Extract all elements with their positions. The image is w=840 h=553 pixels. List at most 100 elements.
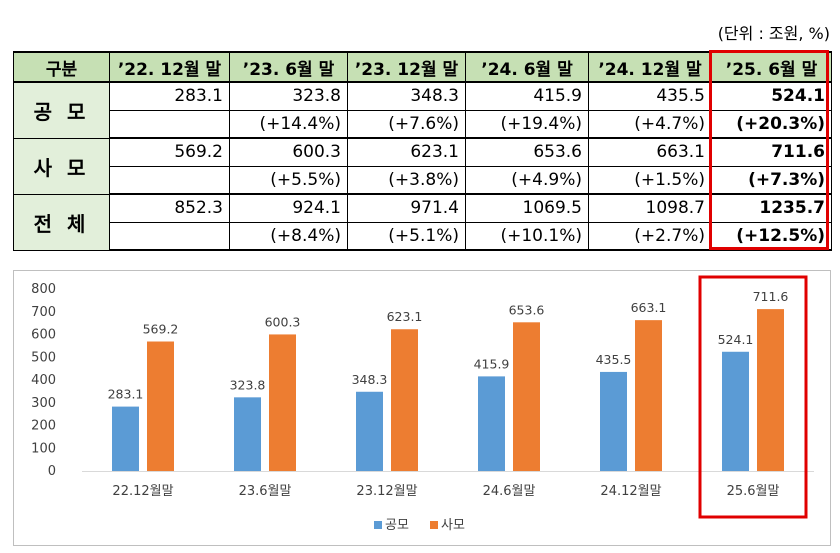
- header-cell: ’22. 12월 말: [109, 51, 230, 83]
- value-cell: 415.9: [465, 81, 589, 111]
- table-row: 공 모 283.1 323.8 348.3 415.9 435.5 524.1: [13, 81, 832, 139]
- table-row: (+5.5%) (+3.8%) (+4.9%) (+1.5%) (+7.3%): [14, 165, 832, 195]
- data-label: 711.6: [753, 289, 789, 304]
- x-tick-label: 25.6월말: [727, 484, 780, 499]
- y-tick-label: 700: [31, 305, 56, 320]
- value-cell: 283.1: [109, 81, 230, 111]
- bar: [600, 371, 627, 471]
- bar: [391, 329, 418, 471]
- row-label: 전 체: [13, 193, 110, 251]
- value-cell: 1098.7: [588, 193, 712, 223]
- chart-frame: 0 100 200 300 400 500 600 700 800 283.1 569.2 22.12…: [13, 270, 831, 546]
- y-tick-label: 100: [31, 441, 56, 456]
- table-row: (+14.4%) (+7.6%) (+19.4%) (+4.7%) (+20.3%): [14, 109, 832, 139]
- bar: [757, 309, 784, 471]
- x-tick-label: 24.6월말: [483, 484, 536, 499]
- y-tick-label: 800: [31, 282, 56, 297]
- change-cell: (+5.1%): [347, 221, 466, 251]
- row-label: 공 모: [13, 81, 110, 139]
- data-label: 415.9: [474, 356, 510, 371]
- value-cell: 971.4: [347, 193, 466, 223]
- change-cell: (+7.6%): [347, 109, 466, 139]
- x-tick-label: 24.12월말: [600, 484, 661, 499]
- x-tick-label: 23.6월말: [239, 484, 292, 499]
- data-label: 435.5: [596, 352, 632, 367]
- table-row: 전 체 852.3 924.1 971.4 1069.5 1098.7 1235.7: [13, 193, 832, 251]
- value-cell: 924.1: [229, 193, 348, 223]
- header-cell: ’24. 12월 말: [588, 51, 712, 83]
- unit-note: (단위 : 조원, %): [717, 24, 830, 43]
- y-tick-label: 400: [31, 373, 56, 388]
- data-table: 구분 ’22. 12월 말 ’23. 6월 말 ’23. 12월 말 ’24. …: [13, 51, 832, 251]
- bar: [513, 322, 540, 471]
- chart-highlight-box: [698, 275, 808, 519]
- value-cell: 323.8: [229, 81, 348, 111]
- change-cell: (+1.5%): [588, 165, 712, 195]
- table-row: (+8.4%) (+5.1%) (+10.1%) (+2.7%) (+12.5%): [14, 221, 832, 251]
- y-tick-label: 500: [31, 350, 56, 365]
- change-cell: (+10.1%): [465, 221, 589, 251]
- change-cell: [109, 109, 230, 139]
- value-cell: 1069.5: [465, 193, 589, 223]
- header-cell: ’25. 6월 말: [711, 51, 832, 83]
- data-label: 569.2: [143, 322, 179, 337]
- data-label: 524.1: [718, 332, 754, 347]
- change-cell: (+2.7%): [588, 221, 712, 251]
- y-tick-label: 0: [48, 464, 56, 479]
- table-row: 사 모 569.2 600.3 623.1 653.6 663.1 711.6: [13, 137, 832, 195]
- data-label: 323.8: [230, 377, 266, 392]
- change-cell: (+14.4%): [229, 109, 348, 139]
- change-cell: (+19.4%): [465, 109, 589, 139]
- value-cell: 1235.7: [711, 193, 832, 223]
- value-cell: 600.3: [229, 137, 348, 167]
- change-cell: (+3.8%): [347, 165, 466, 195]
- y-tick-label: 300: [31, 396, 56, 411]
- legend-swatch: [374, 521, 382, 529]
- header-cell: ’23. 12월 말: [347, 51, 466, 83]
- legend-swatch: [430, 521, 438, 529]
- change-cell: (+20.3%): [711, 109, 832, 139]
- legend-label: 공모: [385, 518, 409, 533]
- x-tick-label: 22.12월말: [112, 484, 173, 499]
- bar: [356, 391, 383, 471]
- row-label: 사 모: [13, 137, 110, 195]
- change-cell: (+7.3%): [711, 165, 832, 195]
- bar: [478, 376, 505, 471]
- change-cell: (+12.5%): [711, 221, 832, 251]
- value-cell: 663.1: [588, 137, 712, 167]
- data-label: 623.1: [387, 309, 423, 324]
- legend-label: 사모: [441, 518, 465, 533]
- data-label: 283.1: [108, 387, 144, 402]
- value-cell: 711.6: [711, 137, 832, 167]
- x-tick-label: 23.12월말: [356, 484, 417, 499]
- change-cell: (+4.7%): [588, 109, 712, 139]
- data-label: 663.1: [631, 300, 667, 315]
- header-cell: ’24. 6월 말: [465, 51, 589, 83]
- data-label: 653.6: [509, 302, 545, 317]
- bar: [269, 334, 296, 471]
- bar: [234, 397, 261, 471]
- y-tick-label: 200: [31, 419, 56, 434]
- value-cell: 524.1: [711, 81, 832, 111]
- bar: [635, 320, 662, 471]
- value-cell: 653.6: [465, 137, 589, 167]
- bar: [722, 351, 749, 471]
- value-cell: 569.2: [109, 137, 230, 167]
- change-cell: (+8.4%): [229, 221, 348, 251]
- data-label: 348.3: [352, 372, 388, 387]
- table-header-row: 구분 ’22. 12월 말 ’23. 6월 말 ’23. 12월 말 ’24. …: [13, 51, 832, 83]
- header-cell: ’23. 6월 말: [229, 51, 348, 83]
- data-label: 600.3: [265, 314, 301, 329]
- change-cell: [109, 165, 230, 195]
- value-cell: 852.3: [109, 193, 230, 223]
- value-cell: 348.3: [347, 81, 466, 111]
- bar: [112, 406, 139, 471]
- change-cell: [109, 221, 230, 251]
- value-cell: 623.1: [347, 137, 466, 167]
- change-cell: (+4.9%): [465, 165, 589, 195]
- bar-chart: 0 100 200 300 400 500 600 700 800 283.1 569.2 22.12…: [31, 275, 814, 533]
- bar: [147, 341, 174, 471]
- change-cell: (+5.5%): [229, 165, 348, 195]
- y-tick-label: 600: [31, 328, 56, 343]
- header-cell: 구분: [13, 51, 110, 83]
